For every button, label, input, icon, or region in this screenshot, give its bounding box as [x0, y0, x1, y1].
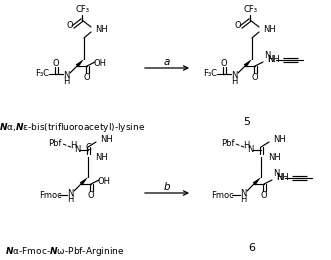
Text: O: O: [252, 73, 258, 81]
Polygon shape: [244, 59, 252, 67]
Text: CF₃: CF₃: [243, 5, 257, 15]
Text: H: H: [67, 194, 73, 204]
Text: NH: NH: [95, 153, 108, 161]
Text: H: H: [243, 140, 249, 150]
Text: NH: NH: [276, 173, 289, 183]
Text: N: N: [240, 190, 246, 198]
Text: F₃C: F₃C: [203, 69, 217, 79]
Text: O: O: [84, 73, 90, 81]
Polygon shape: [79, 177, 88, 185]
Text: N: N: [231, 72, 237, 81]
Text: N: N: [273, 170, 279, 179]
Text: H: H: [240, 194, 246, 204]
Text: N: N: [264, 51, 270, 61]
Text: NH: NH: [263, 24, 276, 34]
Text: H: H: [276, 173, 282, 183]
Text: OH: OH: [97, 177, 110, 185]
Text: H: H: [70, 140, 76, 150]
Text: 6: 6: [249, 243, 256, 253]
Text: C: C: [85, 142, 91, 152]
Text: a: a: [164, 57, 170, 67]
Polygon shape: [253, 177, 261, 185]
Text: O: O: [53, 60, 59, 68]
Text: NH: NH: [100, 135, 113, 145]
Text: b: b: [164, 182, 170, 192]
Text: 5: 5: [244, 117, 251, 127]
Text: NH: NH: [95, 24, 108, 34]
Text: O: O: [221, 60, 227, 68]
Text: Pbf: Pbf: [49, 140, 62, 148]
Text: O: O: [261, 191, 267, 199]
Text: O: O: [88, 191, 94, 199]
Text: Fmoc: Fmoc: [39, 191, 61, 199]
Text: NH: NH: [267, 55, 280, 64]
Text: O: O: [235, 21, 241, 29]
Text: N: N: [67, 190, 73, 198]
Text: H: H: [267, 55, 273, 64]
Text: OH: OH: [93, 58, 106, 68]
Text: O: O: [67, 21, 73, 29]
Text: NH: NH: [268, 153, 281, 161]
Text: NH: NH: [273, 135, 286, 145]
Text: H: H: [231, 76, 237, 86]
Text: CF₃: CF₃: [75, 5, 89, 15]
Text: $\bfit{N}$α,$\bfit{N}$ε-bis(trifluoroacetyl)-lysine: $\bfit{N}$α,$\bfit{N}$ε-bis(trifluoroace…: [0, 121, 145, 134]
Text: N: N: [247, 146, 253, 154]
Text: F₃C: F₃C: [35, 69, 49, 79]
Text: N: N: [74, 146, 80, 154]
Text: Fmoc: Fmoc: [212, 191, 234, 199]
Text: Pbf: Pbf: [221, 140, 235, 148]
Text: $\bfit{N}$α-Fmoc-$\bfit{N}$ω-Pbf-Arginine: $\bfit{N}$α-Fmoc-$\bfit{N}$ω-Pbf-Arginin…: [5, 245, 125, 258]
Polygon shape: [75, 59, 84, 67]
Text: N: N: [63, 72, 69, 81]
Text: H: H: [63, 76, 69, 86]
